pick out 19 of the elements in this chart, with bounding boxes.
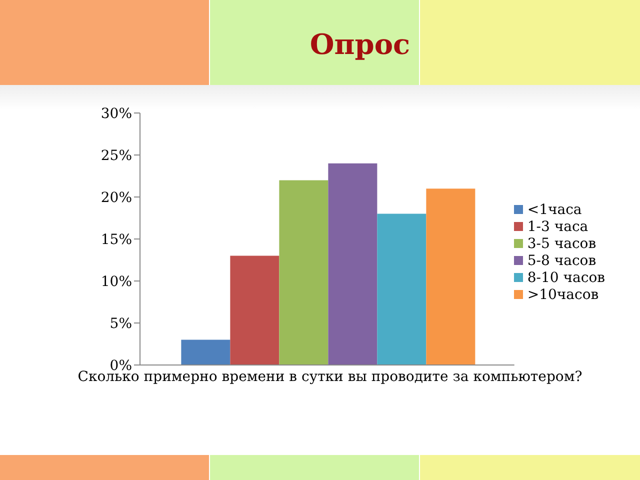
y-tick-label: 5% [110,316,132,332]
bar [230,256,280,365]
bar [328,163,378,365]
bar [426,188,476,365]
bar [279,180,328,365]
y-tick-label: 15% [100,232,132,248]
chart-title: Опрос [308,28,412,61]
legend-label: 5-8 часов [527,252,596,268]
y-tick-label: 25% [100,148,132,164]
y-tick-label: 10% [100,274,132,290]
legend-label: 3-5 часов [527,236,596,252]
legend-label: 1-3 часа [527,218,588,234]
y-tick-label: 20% [100,190,132,206]
legend-label: 8-10 часов [527,270,605,286]
y-tick-label: 30% [100,106,132,122]
legend-label: <1часа [527,202,582,218]
legend-label: >10часов [527,286,599,302]
bar [377,214,426,365]
bar [181,340,230,365]
